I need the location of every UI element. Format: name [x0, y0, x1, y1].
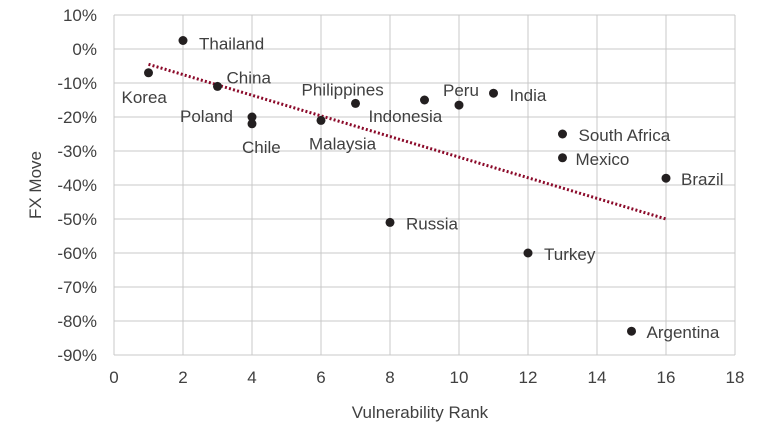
y-axis-title: FX Move — [26, 151, 45, 219]
point-russia — [385, 217, 395, 227]
label-peru: Peru — [443, 81, 479, 100]
x-tick-label: 10 — [450, 368, 469, 387]
x-tick-label: 6 — [316, 368, 325, 387]
y-tick-label: -80% — [57, 312, 97, 331]
label-mexico: Mexico — [576, 150, 630, 169]
point-labels: Korea Thailand China Poland Chile Malaysia Phi… — [122, 35, 724, 343]
x-tick-label: 18 — [726, 368, 745, 387]
point-mexico — [558, 153, 567, 163]
y-tick-label: -70% — [57, 278, 97, 297]
point-turkey — [523, 248, 533, 258]
label-chile: Chile — [242, 138, 281, 157]
label-russia: Russia — [406, 214, 459, 233]
y-tick-label: -60% — [57, 244, 97, 263]
y-tick-label: -10% — [57, 74, 97, 93]
label-brazil: Brazil — [681, 170, 724, 189]
x-tick-label: 14 — [588, 368, 607, 387]
label-thailand: Thailand — [199, 35, 264, 54]
x-tick-label: 4 — [247, 368, 256, 387]
y-tick-label: 0% — [72, 40, 97, 59]
x-tick-label: 12 — [519, 368, 538, 387]
label-poland: Poland — [180, 107, 233, 126]
grid — [113, 14, 736, 356]
y-axis-ticks: 10% 0% -10% -20% -30% -40% -50% -60% -70% -80% -90… — [57, 6, 97, 365]
label-philippines: Philippines — [302, 80, 384, 99]
y-tick-label: 10% — [63, 6, 97, 25]
point-philippines — [351, 98, 360, 108]
y-tick-label: -90% — [57, 346, 97, 365]
label-south-africa: South Africa — [579, 126, 671, 145]
label-argentina: Argentina — [647, 323, 720, 342]
point-india — [489, 88, 498, 98]
label-india: India — [510, 86, 547, 105]
point-south-africa — [558, 129, 567, 139]
trendline — [148, 62, 667, 221]
label-korea: Korea — [122, 88, 168, 107]
x-tick-label: 16 — [657, 368, 676, 387]
label-china: China — [227, 68, 272, 87]
point-thailand — [178, 36, 188, 45]
point-china — [213, 81, 222, 91]
point-korea — [144, 68, 153, 78]
y-tick-label: -20% — [57, 108, 97, 127]
data-points — [144, 36, 671, 336]
point-argentina — [627, 326, 636, 336]
label-turkey: Turkey — [544, 245, 596, 264]
x-axis-ticks: 0 2 4 6 8 10 12 14 16 18 — [109, 368, 744, 387]
point-brazil — [661, 173, 671, 183]
point-peru — [454, 100, 464, 110]
x-tick-label: 8 — [385, 368, 394, 387]
point-poland — [247, 112, 257, 122]
point-indonesia — [420, 95, 429, 105]
y-tick-label: -50% — [57, 210, 97, 229]
x-tick-label: 2 — [178, 368, 187, 387]
x-axis-title: Vulnerability Rank — [352, 403, 489, 422]
label-malaysia: Malaysia — [309, 134, 377, 153]
label-indonesia: Indonesia — [369, 107, 443, 126]
point-chile — [247, 119, 257, 129]
y-tick-label: -30% — [57, 142, 97, 161]
x-tick-label: 0 — [109, 368, 118, 387]
point-malaysia — [316, 115, 326, 125]
y-tick-label: -40% — [57, 176, 97, 195]
